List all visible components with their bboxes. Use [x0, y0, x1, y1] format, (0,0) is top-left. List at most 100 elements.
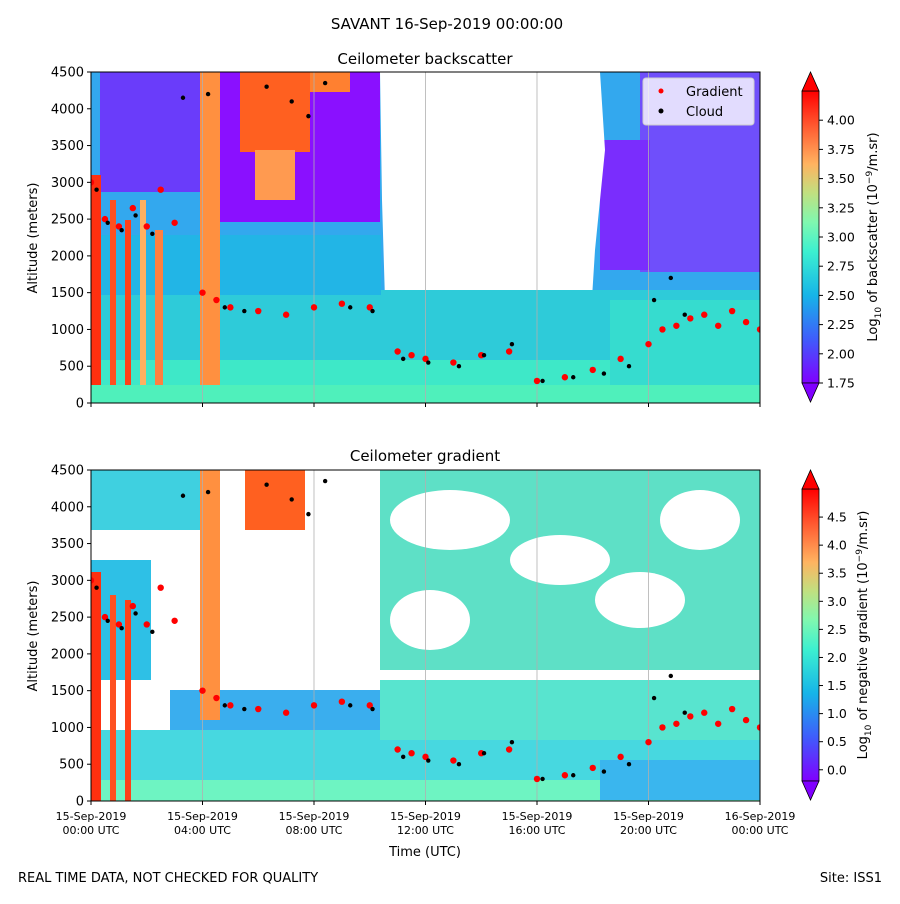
cloud-point	[94, 187, 99, 192]
backscatter-xticks	[90, 403, 761, 407]
gradient-panel: Ceilometer gradient	[26, 447, 874, 860]
gradient-point	[422, 753, 429, 761]
gradient-point	[659, 326, 666, 333]
gradient-point	[701, 311, 708, 318]
gradient-point	[171, 219, 178, 226]
gradient-point	[505, 348, 513, 355]
colorbar-tick-label: 4.0	[827, 538, 847, 553]
gradient-point	[756, 724, 760, 731]
ytick-label: 3000	[51, 574, 84, 589]
gradient-point	[505, 746, 513, 753]
gradient-point	[561, 772, 569, 779]
gradient-point	[213, 296, 220, 304]
cloud-point	[509, 739, 515, 745]
gradient-point	[282, 709, 290, 716]
colorbar-tick-label: 3.0	[827, 594, 847, 609]
cloud-point	[626, 762, 632, 767]
gradient-xticks	[90, 801, 761, 805]
cloud-point	[426, 758, 431, 763]
cloud-point	[119, 227, 124, 233]
colorbar-tick-label: 0.0	[827, 762, 847, 777]
cloud-point	[651, 695, 657, 701]
cloud-point	[289, 497, 294, 502]
legend-cloud-label: Cloud	[686, 105, 723, 120]
gradient-gridlines	[202, 470, 649, 801]
gradient-point	[310, 702, 318, 709]
gradient-point	[227, 304, 234, 311]
gradient-point	[115, 223, 123, 230]
cloud-point	[264, 482, 269, 487]
gradient-point	[199, 687, 206, 694]
gradient-point	[756, 326, 760, 333]
time-tick-time: 20:00 UTC	[620, 824, 677, 837]
gradient-point	[338, 300, 346, 307]
gradient-point	[129, 204, 137, 212]
cloud-point	[348, 305, 353, 310]
cloud-point	[306, 511, 311, 517]
ytick-label: 2500	[51, 611, 84, 626]
colorbar-tick-label: 3.50	[827, 171, 855, 186]
gradient-point	[115, 621, 123, 628]
cloud-point	[426, 360, 431, 365]
legend: Gradient Cloud	[642, 77, 755, 126]
gradient-point	[617, 753, 624, 761]
gradient-point	[589, 366, 596, 374]
ytick-label: 4500	[51, 464, 84, 479]
gradient-point	[408, 749, 415, 757]
colorbar-tick-label: 3.5	[827, 566, 847, 581]
cloud-point	[222, 703, 227, 708]
legend-gradient-marker	[658, 88, 664, 94]
cloud-point	[668, 673, 673, 679]
colorbar-tick-label: 2.00	[827, 346, 855, 361]
cloud-point	[540, 776, 545, 782]
gradient-point	[143, 621, 150, 628]
ytick-label: 3000	[51, 176, 84, 191]
ytick-label: 2500	[51, 213, 84, 228]
cloud-point	[119, 625, 124, 631]
gradient-point	[157, 186, 164, 193]
gradient-point	[282, 311, 290, 318]
time-tick-date: 16-Sep-2019	[725, 810, 796, 823]
gradient-point	[687, 315, 694, 322]
gradient-point	[101, 215, 109, 223]
legend-cloud-marker	[658, 108, 664, 114]
cloud-point	[626, 364, 632, 369]
ytick-label: 500	[59, 360, 84, 375]
backscatter-yticks: 0 500 1000 1500 2000 2500 3000 3500 4000 4500	[51, 66, 91, 412]
colorbar-tick-label: 0.5	[827, 734, 847, 749]
cloud-point	[205, 489, 211, 495]
cloud-point	[105, 220, 110, 225]
ytick-label: 4000	[51, 500, 84, 515]
cloud-point	[651, 297, 657, 303]
cloud-point	[456, 364, 462, 369]
gradient-point	[742, 716, 750, 724]
time-tick-date: 15-Sep-2019	[502, 810, 573, 823]
cloud-point	[222, 305, 227, 310]
figure-title: SAVANT 16-Sep-2019 00:00:00	[331, 15, 563, 33]
cloud-point	[322, 80, 328, 86]
cloud-point	[401, 356, 406, 362]
cloud-point	[133, 611, 138, 616]
gradient-colorbar: 0.0 0.5 1.0 1.5 2.0 2.5 3.0 3.5 4.0 4.5 Log10 of …	[801, 469, 874, 801]
gradient-point	[338, 698, 346, 705]
ytick-label: 0	[76, 795, 84, 810]
gradient-point	[255, 307, 262, 315]
gradient-point	[728, 705, 736, 713]
site-label: Site: ISS1	[820, 871, 882, 886]
backscatter-series	[91, 80, 760, 385]
time-tick-time: 08:00 UTC	[285, 824, 342, 837]
gradient-point	[450, 757, 457, 764]
cloud-point	[601, 769, 607, 774]
colorbar-tick-label: 3.75	[827, 142, 855, 157]
colorbar-tick-label: 2.50	[827, 288, 855, 303]
gradient-point	[408, 351, 415, 359]
cloud-point	[133, 213, 138, 218]
time-tick-time: 04:00 UTC	[174, 824, 231, 837]
ytick-label: 4000	[51, 102, 84, 117]
gradient-point	[255, 705, 262, 713]
time-tick-date: 15-Sep-2019	[613, 810, 684, 823]
gradient-point	[533, 377, 541, 385]
cloud-point	[682, 312, 687, 317]
